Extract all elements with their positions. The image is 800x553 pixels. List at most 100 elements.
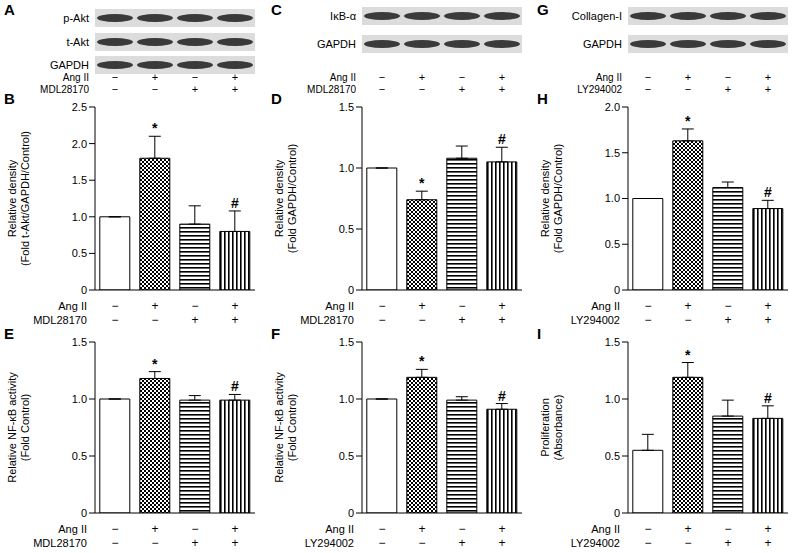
svg-text:MDL28170: MDL28170: [40, 84, 89, 95]
svg-text:Ang II: Ang II: [325, 300, 354, 312]
svg-text:G: G: [537, 1, 549, 18]
svg-text:GAPDH: GAPDH: [50, 59, 89, 71]
svg-text:1.5: 1.5: [605, 147, 620, 159]
svg-text:0.5: 0.5: [72, 247, 87, 259]
svg-text:(Fold GAPDH/Control): (Fold GAPDH/Control): [286, 144, 298, 253]
svg-text:−: −: [111, 536, 118, 550]
svg-text:#: #: [764, 184, 772, 200]
svg-text:*: *: [419, 175, 425, 191]
svg-text:−: −: [152, 83, 158, 95]
svg-text:−: −: [644, 313, 651, 327]
svg-text:−: −: [111, 313, 118, 327]
svg-text:+: +: [192, 83, 198, 95]
svg-text:LY294002: LY294002: [571, 537, 620, 549]
svg-text:0: 0: [614, 284, 620, 296]
svg-text:I: I: [537, 325, 541, 342]
svg-text:+: +: [764, 299, 771, 313]
svg-text:t-Akt: t-Akt: [66, 36, 89, 48]
svg-text:1.0: 1.0: [605, 192, 620, 204]
svg-text:MDL28170: MDL28170: [300, 314, 354, 326]
svg-text:−: −: [379, 71, 385, 83]
svg-text:−: −: [111, 522, 118, 536]
svg-text:+: +: [765, 83, 771, 95]
svg-text:Ang II: Ang II: [58, 523, 87, 535]
svg-text:−: −: [418, 313, 425, 327]
svg-text:IκB-α: IκB-α: [330, 10, 357, 22]
svg-text:Relative density: Relative density: [273, 159, 285, 237]
svg-text:Ang II: Ang II: [325, 523, 354, 535]
svg-text:−: −: [378, 299, 385, 313]
svg-text:−: −: [725, 71, 731, 83]
svg-text:+: +: [151, 299, 158, 313]
svg-text:0: 0: [81, 507, 87, 519]
svg-text:−: −: [459, 71, 465, 83]
svg-text:MDL28170: MDL28170: [307, 84, 356, 95]
svg-text:−: −: [111, 299, 118, 313]
svg-text:Relative density: Relative density: [6, 159, 18, 237]
svg-text:Relative NF-κB activity: Relative NF-κB activity: [273, 372, 285, 483]
svg-text:MDL28170: MDL28170: [33, 537, 87, 549]
svg-text:−: −: [684, 313, 691, 327]
svg-text:+: +: [191, 536, 198, 550]
svg-text:+: +: [685, 71, 691, 83]
svg-text:1.5: 1.5: [605, 336, 620, 348]
svg-text:−: −: [112, 71, 118, 83]
svg-text:#: #: [231, 195, 239, 211]
svg-text:+: +: [498, 299, 505, 313]
svg-text:+: +: [151, 522, 158, 536]
svg-text:+: +: [725, 83, 731, 95]
svg-text:+: +: [498, 522, 505, 536]
svg-text:+: +: [418, 522, 425, 536]
svg-text:Ang II: Ang II: [330, 72, 356, 83]
svg-text:#: #: [764, 390, 772, 406]
svg-text:−: −: [645, 83, 651, 95]
svg-text:+: +: [232, 83, 238, 95]
svg-text:E: E: [4, 325, 14, 342]
svg-text:−: −: [151, 536, 158, 550]
svg-text:−: −: [378, 313, 385, 327]
svg-text:#: #: [498, 388, 506, 404]
svg-text:*: *: [419, 353, 425, 369]
svg-text:LY294002: LY294002: [305, 537, 354, 549]
svg-text:+: +: [498, 536, 505, 550]
svg-text:1.5: 1.5: [339, 336, 354, 348]
svg-text:GAPDH: GAPDH: [317, 38, 356, 50]
svg-text:0: 0: [348, 284, 354, 296]
svg-text:+: +: [418, 299, 425, 313]
svg-text:+: +: [231, 536, 238, 550]
svg-text:Collagen-I: Collagen-I: [572, 10, 622, 22]
svg-text:+: +: [152, 71, 158, 83]
svg-text:+: +: [498, 313, 505, 327]
svg-text:0: 0: [81, 284, 87, 296]
svg-text:0.5: 0.5: [339, 223, 354, 235]
svg-text:−: −: [112, 83, 118, 95]
svg-text:+: +: [499, 71, 505, 83]
svg-text:*: *: [152, 120, 158, 136]
svg-text:−: −: [191, 522, 198, 536]
svg-text:−: −: [684, 536, 691, 550]
svg-text:−: −: [379, 83, 385, 95]
svg-text:+: +: [724, 536, 731, 550]
svg-text:LY294002: LY294002: [577, 84, 622, 95]
svg-text:1.0: 1.0: [72, 211, 87, 223]
svg-text:+: +: [684, 522, 691, 536]
svg-text:0.5: 0.5: [339, 450, 354, 462]
svg-text:Relative density: Relative density: [539, 159, 551, 237]
svg-text:+: +: [765, 71, 771, 83]
svg-text:−: −: [191, 299, 198, 313]
svg-text:p-Akt: p-Akt: [63, 12, 89, 24]
svg-text:(Fold Control): (Fold Control): [286, 394, 298, 461]
svg-text:A: A: [4, 1, 15, 18]
svg-text:2.0: 2.0: [605, 101, 620, 113]
svg-text:(Fold GAPDH/Control): (Fold GAPDH/Control): [552, 144, 564, 253]
svg-text:+: +: [459, 83, 465, 95]
svg-text:−: −: [645, 71, 651, 83]
svg-text:+: +: [419, 71, 425, 83]
svg-text:C: C: [271, 1, 282, 18]
svg-text:−: −: [644, 522, 651, 536]
svg-text:−: −: [151, 313, 158, 327]
svg-text:0.5: 0.5: [72, 450, 87, 462]
svg-text:#: #: [498, 131, 506, 147]
svg-text:*: *: [152, 356, 158, 372]
svg-text:−: −: [378, 522, 385, 536]
